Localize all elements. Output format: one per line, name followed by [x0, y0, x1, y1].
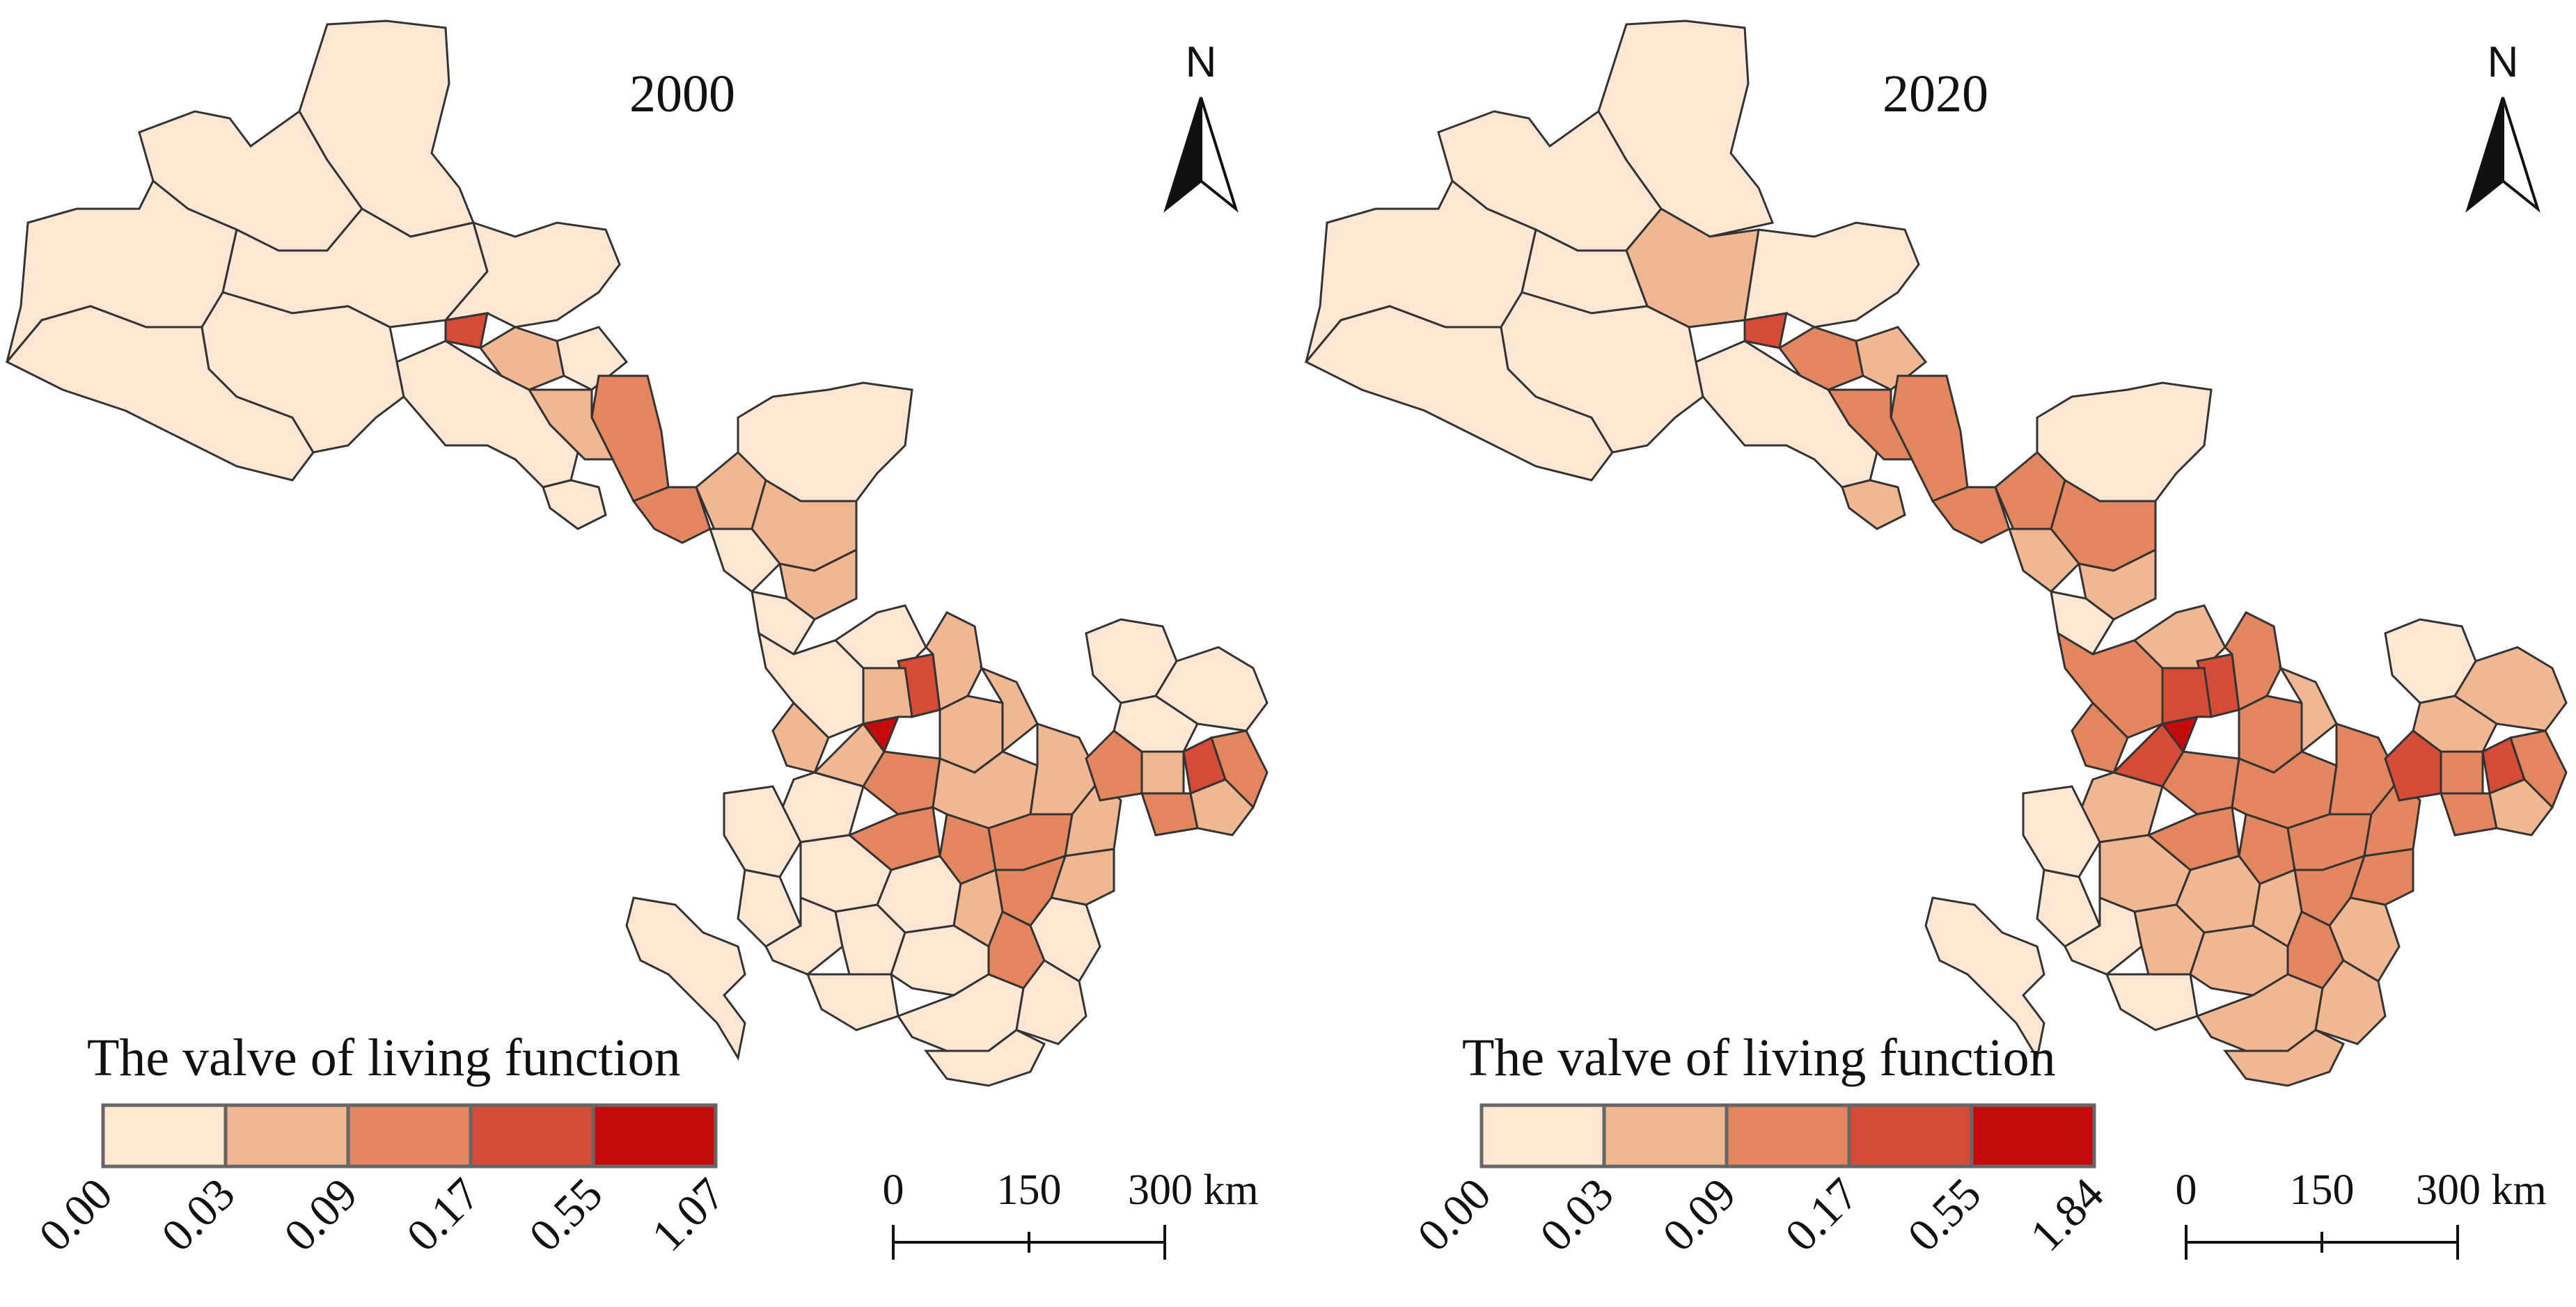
scale-label-300: 300 km [2416, 1166, 2547, 1214]
region-s-3 [771, 701, 830, 774]
north-arrow: N [1163, 38, 1239, 213]
region-c-12 [2007, 528, 2081, 593]
legend-break-label: 0.09 [274, 1169, 367, 1261]
legend-swatch-4 [1847, 1103, 1974, 1169]
region-s-11 [2278, 665, 2338, 754]
scale-label-0: 0 [883, 1166, 904, 1214]
legend-break-label: 0.09 [1653, 1169, 1745, 1261]
panel-2020: 2020 N The valve of living function 0.00… [1304, 19, 2568, 1261]
region-w-7 [2105, 973, 2199, 1031]
legend-break-label: 0.03 [1530, 1169, 1623, 1261]
legend-swatch-1 [1479, 1103, 1606, 1169]
legend-break-label: 0.00 [29, 1169, 122, 1261]
region-e-7 [1210, 729, 1269, 809]
north-arrow: N [2465, 38, 2540, 213]
scale-bar: 0 150 300 km [2176, 1166, 2547, 1260]
legend-break-label: 1.07 [642, 1169, 735, 1261]
region-n-1 [1743, 221, 1920, 328]
region-c-7 [1841, 479, 1906, 530]
legend: The valve of living function 0.00 0.03 0… [1408, 1029, 2113, 1261]
legend-break-labels: 0.00 0.03 0.09 0.17 0.55 1.07 [29, 1169, 735, 1261]
legend-title: The valve of living function [87, 1029, 681, 1087]
north-label: N [2488, 38, 2519, 86]
region-s-3 [2071, 701, 2129, 774]
legend-swatch-4 [469, 1103, 595, 1169]
panel-year-title: 2020 [1883, 65, 1988, 123]
choropleth-map-2020 [1304, 19, 2568, 1087]
region-c-1 [444, 312, 489, 349]
region-e-9 [2488, 778, 2554, 837]
scale-label-150: 150 [997, 1166, 1062, 1214]
choropleth-map-2000 [5, 19, 1269, 1087]
region-e-7 [2509, 729, 2568, 809]
legend-break-label: 0.17 [397, 1169, 489, 1261]
north-label: N [1186, 38, 1217, 86]
scale-bar-line [2185, 1225, 2459, 1260]
region-s-7 [862, 667, 913, 725]
region-e-8 [2439, 792, 2498, 837]
legend-break-label: 0.00 [1408, 1169, 1500, 1261]
north-arrow-icon [2502, 97, 2540, 213]
region-w-8 [625, 896, 746, 1061]
region-c-8 [1931, 486, 2011, 544]
legend-break-label: 1.84 [2020, 1169, 2113, 1261]
region-nw-6 [201, 291, 405, 454]
region-s-8 [2224, 611, 2282, 712]
region-s-7 [2161, 667, 2213, 725]
region-e-8 [1140, 792, 1199, 837]
region-s-8 [925, 611, 983, 712]
region-c-1 [1743, 312, 1788, 349]
region-w-7 [806, 973, 900, 1031]
legend-swatch-3 [346, 1103, 473, 1169]
panel-year-title: 2000 [629, 65, 735, 123]
region-s-11 [979, 665, 1039, 754]
panel-2000: 2000 N The valve of living function 0.00… [5, 19, 1269, 1261]
legend-swatch-2 [223, 1103, 350, 1169]
legend-break-label: 0.03 [152, 1169, 244, 1261]
legend-title: The valve of living function [1462, 1029, 2056, 1087]
region-w-11 [1015, 959, 1087, 1045]
region-e-5 [2440, 750, 2484, 795]
region-e-5 [1140, 750, 1185, 795]
scale-label-300: 300 km [1128, 1166, 1259, 1214]
region-c-12 [708, 528, 782, 593]
region-nw-6 [1500, 291, 1704, 454]
legend: The valve of living function 0.00 0.03 0… [29, 1029, 735, 1261]
legend-break-label: 0.55 [519, 1169, 612, 1261]
region-c-8 [631, 486, 712, 544]
legend-swatch-2 [1602, 1103, 1729, 1169]
region-w-10 [924, 1029, 1046, 1087]
scale-label-150: 150 [2290, 1166, 2355, 1214]
legend-swatch-3 [1725, 1103, 1851, 1169]
region-c-7 [542, 479, 607, 530]
region-c-6 [1826, 388, 1914, 461]
region-w-11 [2314, 959, 2387, 1045]
legend-swatch-5 [1970, 1103, 2096, 1169]
legend-break-labels: 0.00 0.03 0.09 0.17 0.55 1.84 [1408, 1169, 2113, 1261]
scale-bar-line [892, 1225, 1166, 1260]
scale-bar: 0 150 300 km [883, 1166, 1259, 1260]
legend-color-bar [101, 1103, 718, 1169]
legend-break-label: 0.17 [1775, 1169, 1868, 1261]
legend-swatch-1 [101, 1103, 228, 1169]
legend-swatch-5 [591, 1103, 718, 1169]
region-c-6 [527, 388, 615, 461]
legend-color-bar [1479, 1103, 2096, 1169]
region-w-10 [2223, 1029, 2346, 1087]
north-arrow-icon [1200, 97, 1239, 213]
legend-break-label: 0.55 [1898, 1169, 1990, 1261]
region-w-8 [1924, 896, 2045, 1061]
region-e-9 [1189, 778, 1255, 837]
scale-label-0: 0 [2176, 1166, 2197, 1214]
